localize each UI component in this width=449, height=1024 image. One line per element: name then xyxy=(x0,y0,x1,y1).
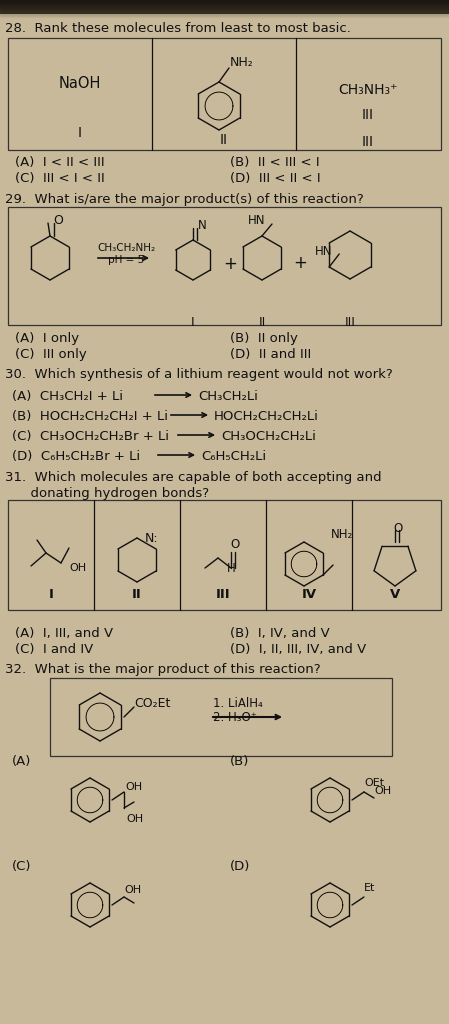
Text: V: V xyxy=(390,588,400,600)
Text: 28.  Rank these molecules from least to most basic.: 28. Rank these molecules from least to m… xyxy=(5,22,351,35)
Text: HN: HN xyxy=(315,245,333,258)
Text: (C)  I and IV: (C) I and IV xyxy=(15,643,93,656)
Text: 1. LiAlH₄: 1. LiAlH₄ xyxy=(213,697,263,710)
Text: O: O xyxy=(393,522,402,535)
Text: III: III xyxy=(362,108,374,122)
Text: NH₂: NH₂ xyxy=(230,56,254,69)
Text: OEt: OEt xyxy=(364,778,384,788)
Text: (B)  I, IV, and V: (B) I, IV, and V xyxy=(230,627,330,640)
Text: (A)  I < II < III: (A) I < II < III xyxy=(15,156,105,169)
Text: CH₃OCH₂CH₂Li: CH₃OCH₂CH₂Li xyxy=(221,430,316,443)
Bar xyxy=(50,678,392,756)
Text: 29.  What is/are the major product(s) of this reaction?: 29. What is/are the major product(s) of … xyxy=(5,193,364,206)
Text: (A)  I only: (A) I only xyxy=(15,332,79,345)
Text: III: III xyxy=(216,588,230,600)
Text: (B): (B) xyxy=(230,755,249,768)
Text: II: II xyxy=(132,588,142,600)
Text: C₆H₅CH₂Li: C₆H₅CH₂Li xyxy=(201,450,266,463)
Text: (D)  II and III: (D) II and III xyxy=(230,348,311,361)
Text: III: III xyxy=(344,316,356,329)
Text: (C)  CH₃OCH₂CH₂Br + Li: (C) CH₃OCH₂CH₂Br + Li xyxy=(12,430,169,443)
Text: Et: Et xyxy=(364,883,375,893)
Text: (C)  III < I < II: (C) III < I < II xyxy=(15,172,105,185)
Text: O: O xyxy=(230,538,239,551)
Text: OH: OH xyxy=(374,786,391,796)
Text: N:: N: xyxy=(145,532,158,545)
Text: (B)  HOCH₂CH₂CH₂I + Li: (B) HOCH₂CH₂CH₂I + Li xyxy=(12,410,168,423)
Text: +: + xyxy=(293,254,307,272)
Text: CH₃CH₂NH₂: CH₃CH₂NH₂ xyxy=(97,243,155,253)
Text: OH: OH xyxy=(69,563,86,573)
Text: O: O xyxy=(53,214,63,227)
Bar xyxy=(8,38,441,150)
Text: (D)  I, II, III, IV, and V: (D) I, II, III, IV, and V xyxy=(230,643,366,656)
Text: CH₃NH₃⁺: CH₃NH₃⁺ xyxy=(338,83,398,97)
Text: H: H xyxy=(227,562,236,575)
Text: (D)  C₆H₅CH₂Br + Li: (D) C₆H₅CH₂Br + Li xyxy=(12,450,140,463)
Text: CO₂Et: CO₂Et xyxy=(134,697,170,710)
Text: NH₂: NH₂ xyxy=(331,528,353,541)
Text: HOCH₂CH₂CH₂Li: HOCH₂CH₂CH₂Li xyxy=(214,410,319,423)
Text: I: I xyxy=(78,126,82,140)
Text: HN: HN xyxy=(248,214,265,227)
Text: 32.  What is the major product of this reaction?: 32. What is the major product of this re… xyxy=(5,663,321,676)
Text: CH₃CH₂Li: CH₃CH₂Li xyxy=(198,390,258,403)
Text: OH: OH xyxy=(124,885,141,895)
Text: 31.  Which molecules are capable of both accepting and: 31. Which molecules are capable of both … xyxy=(5,471,382,484)
Text: (D)  III < II < I: (D) III < II < I xyxy=(230,172,321,185)
Text: 2. H₃O⁺: 2. H₃O⁺ xyxy=(213,711,257,724)
FancyBboxPatch shape xyxy=(0,0,449,14)
Bar xyxy=(8,500,441,610)
Text: NaOH: NaOH xyxy=(59,76,101,90)
Text: II: II xyxy=(220,133,228,147)
Text: 30.  Which synthesis of a lithium reagent would not work?: 30. Which synthesis of a lithium reagent… xyxy=(5,368,393,381)
Text: (A): (A) xyxy=(12,755,31,768)
Text: pH = 5: pH = 5 xyxy=(108,255,144,265)
Text: III: III xyxy=(362,135,374,150)
Text: IV: IV xyxy=(301,588,317,600)
Text: N: N xyxy=(198,219,207,232)
Text: donating hydrogen bonds?: donating hydrogen bonds? xyxy=(5,487,209,500)
Text: (D): (D) xyxy=(230,860,251,873)
Text: OH: OH xyxy=(125,782,142,792)
Text: II: II xyxy=(258,316,266,329)
Text: (C): (C) xyxy=(12,860,31,873)
Text: I: I xyxy=(48,588,53,600)
Text: +: + xyxy=(223,255,237,273)
Text: OH: OH xyxy=(126,814,143,824)
Text: (A)  CH₃CH₂I + Li: (A) CH₃CH₂I + Li xyxy=(12,390,123,403)
Bar xyxy=(8,207,441,325)
Text: (B)  II only: (B) II only xyxy=(230,332,298,345)
Text: (A)  I, III, and V: (A) I, III, and V xyxy=(15,627,113,640)
Text: (B)  II < III < I: (B) II < III < I xyxy=(230,156,320,169)
Text: (C)  III only: (C) III only xyxy=(15,348,87,361)
Text: I: I xyxy=(191,316,195,329)
